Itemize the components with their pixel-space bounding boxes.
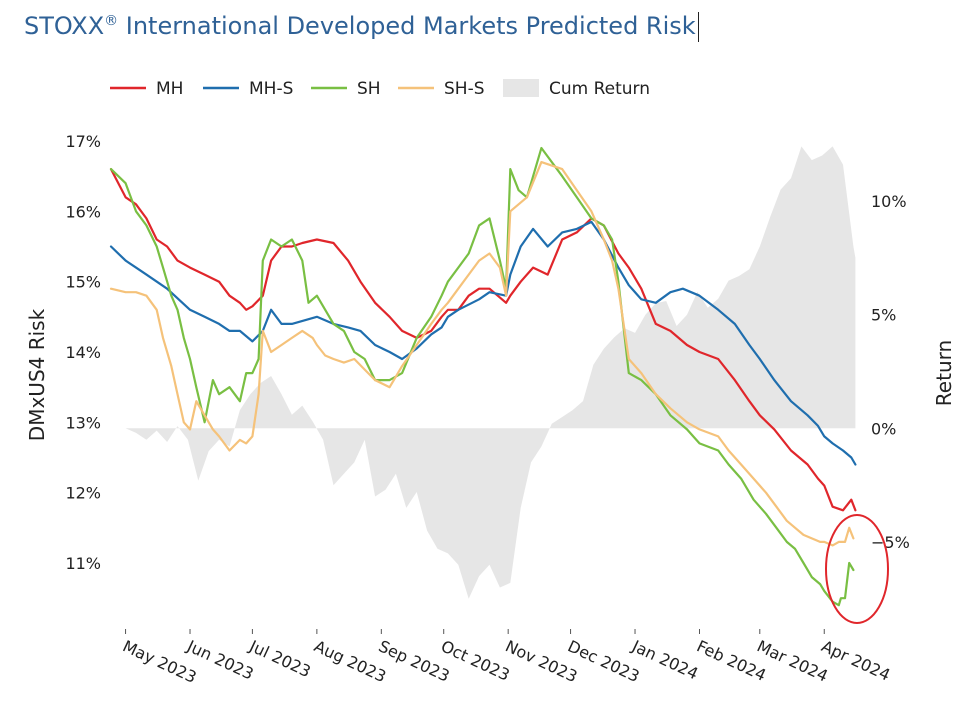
- y2-tick-label: 5%: [871, 306, 896, 325]
- y2-tick-label: −5%: [871, 533, 910, 552]
- legend-label: SH: [357, 79, 381, 99]
- y-tick-label: 13%: [65, 413, 101, 432]
- title-rest: International Developed Markets Predicte…: [118, 12, 696, 40]
- x-tick-label: Apr 2024: [819, 636, 894, 684]
- y-tick-label: 11%: [65, 554, 101, 573]
- x-tick-label: Aug 2023: [311, 636, 389, 686]
- legend-swatch: [503, 79, 539, 97]
- title-main: STOXX: [24, 12, 105, 40]
- legend-label: Cum Return: [549, 79, 650, 99]
- y-tick-label: 15%: [65, 273, 101, 292]
- x-tick-label: Jan 2024: [628, 636, 701, 683]
- highlight-circle: [825, 514, 889, 624]
- series-line-sh-s: [109, 161, 855, 547]
- y-tick-label: 16%: [65, 202, 101, 221]
- series-line-sh: [109, 146, 855, 607]
- cum-return-area-layer: [111, 146, 856, 599]
- x-tick-label: Jul 2023: [246, 636, 314, 681]
- legend-label: MH-S: [249, 79, 293, 99]
- y-tick-label: 12%: [65, 484, 101, 503]
- y-tick-label: 14%: [65, 343, 101, 362]
- chart-title: STOXX® International Developed Markets P…: [24, 12, 699, 42]
- y2-axis-title: Return: [932, 340, 956, 406]
- x-tick-label: Dec 2023: [565, 636, 643, 686]
- series-line-mh-s: [109, 220, 857, 466]
- y-tick-label: 17%: [65, 132, 101, 151]
- x-tick-label: Sep 2023: [376, 636, 453, 685]
- x-tick-label: Mar 2024: [754, 636, 831, 685]
- legend-label: SH-S: [444, 79, 485, 99]
- y2-tick-label: 10%: [871, 192, 907, 211]
- x-tick-label: Oct 2023: [438, 636, 513, 684]
- y-axis-title: DMxUS4 Risk: [25, 308, 49, 441]
- legend: MH MH-S SH SH-S Cum Return: [110, 79, 650, 99]
- title-registered-mark: ®: [104, 13, 119, 29]
- series-line-mh: [109, 168, 857, 512]
- series-lines-layer: [109, 146, 857, 607]
- series-area-cum-return: [111, 146, 856, 599]
- y2-tick-label: 0%: [871, 419, 896, 438]
- legend-label: MH: [156, 79, 183, 99]
- text-cursor: [697, 12, 699, 42]
- x-tick-label: May 2023: [120, 636, 200, 687]
